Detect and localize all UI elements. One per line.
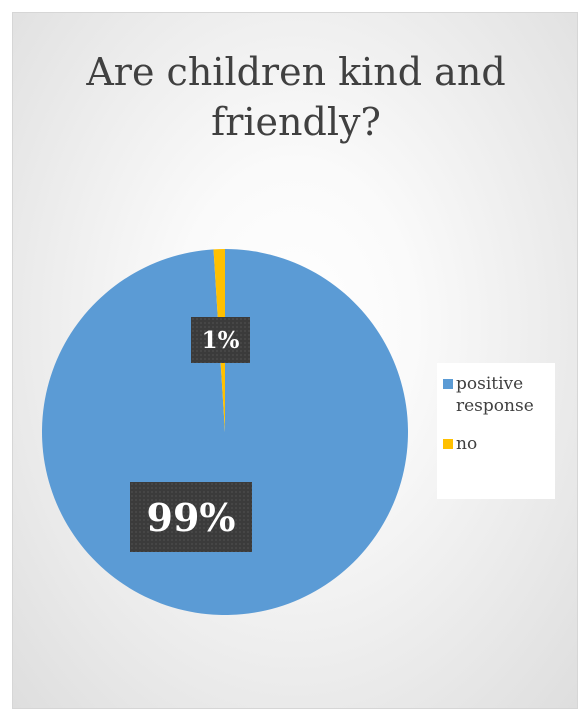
data-label-no: 1% (191, 317, 250, 363)
legend: positive response no (437, 363, 555, 499)
pie-slices (42, 249, 409, 615)
legend-label-no: no (456, 434, 478, 454)
legend-swatch-no (443, 439, 453, 449)
legend-label-positive-response: positive response (456, 374, 534, 416)
legend-swatch-positive-response (443, 379, 453, 389)
data-label-positive-response: 99% (130, 482, 252, 552)
legend-entry-no: no (443, 433, 549, 455)
chart-title: Are children kind and friendly? (13, 47, 579, 147)
legend-entry-positive-response: positive response (443, 373, 549, 417)
chart-title-line-2: friendly? (211, 100, 381, 144)
pie-plot (42, 249, 409, 615)
chart-area: Are children kind and friendly? 99% 1% p… (12, 12, 578, 709)
pie-slice-positive-response (42, 249, 409, 615)
chart-title-line-1: Are children kind and (86, 50, 506, 94)
